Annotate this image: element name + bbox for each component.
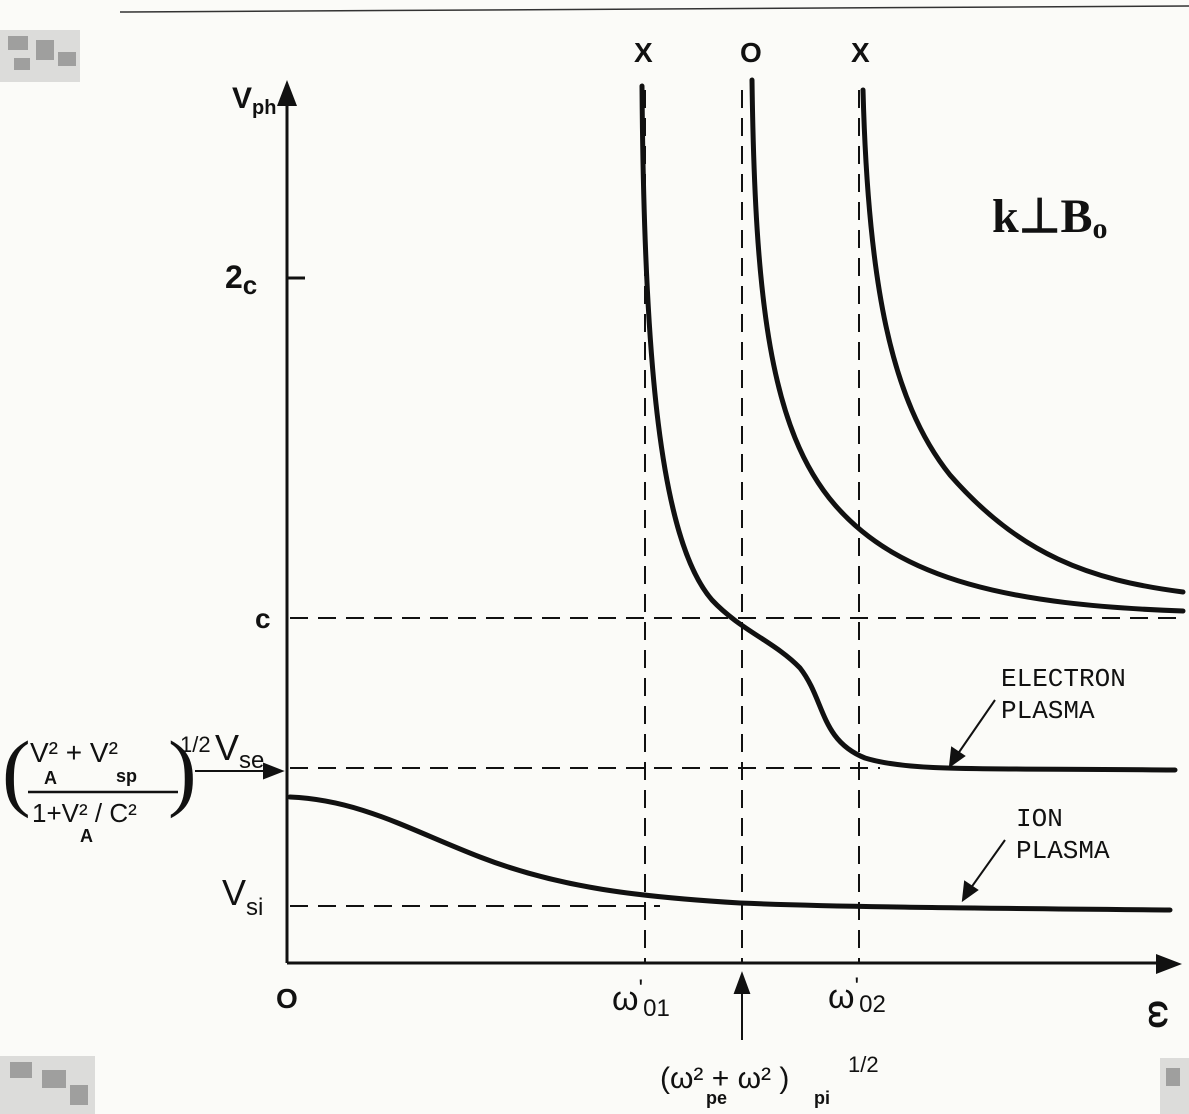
bottom-annotation: (ω² + ω² ) pe pi 1/2 (660, 1052, 879, 1108)
electron-pointer-head (948, 746, 966, 769)
y-axis-arrow (277, 80, 297, 106)
ion-pointer-head (961, 880, 979, 903)
series-x-upper (860, 87, 1186, 595)
bottom-annotation-exponent: 1/2 (848, 1052, 879, 1077)
scan-artifact-bottom-right (1160, 1058, 1189, 1114)
left-annotation-open-paren: ( (2, 723, 31, 819)
series-ion-plasma (287, 794, 1173, 913)
page-edge-top (119, 5, 1189, 13)
left-annotation-close-paren: ) (168, 723, 197, 819)
mode-label-x-lower: X (634, 37, 653, 68)
ion-label-line2: PLASMA (1016, 836, 1110, 866)
electron-label-line2: PLASMA (1001, 696, 1095, 726)
wave-geometry-label: k⊥Bo (992, 190, 1108, 245)
x-tick-w01: ω'01 (612, 975, 670, 1022)
left-annotation: ( V² + V² A sp 1+V² / C² A ) 1/2 (2, 723, 211, 846)
left-annotation-num-sub-a: A (44, 768, 57, 788)
left-annotation-pointer-head (263, 762, 285, 780)
y-tick-vse: Vse (215, 727, 264, 774)
electron-pointer (954, 699, 996, 759)
left-annotation-numerator: V² + V² (30, 737, 118, 768)
left-annotation-den-sub: A (80, 826, 93, 846)
y-tick-vsi: Vsi (222, 872, 263, 921)
bottom-annotation-pointer-head (733, 971, 751, 994)
series-x-lower (639, 83, 1178, 773)
bottom-annotation-sub-a: pe (706, 1088, 727, 1108)
mode-label-x-upper: X (851, 37, 870, 68)
pointer-arrows (195, 699, 1006, 1040)
y-tick-2c: 2c (225, 259, 257, 300)
ion-pointer (967, 839, 1006, 893)
x-tick-origin: O (276, 983, 298, 1014)
left-annotation-num-sub-b: sp (116, 766, 137, 786)
x-axis-label: ω (1141, 1000, 1179, 1029)
left-annotation-denominator: 1+V² / C² (32, 798, 137, 828)
series-o (749, 77, 1186, 614)
y-tick-c: c (255, 603, 271, 634)
mode-label-o: O (740, 37, 762, 68)
x-axis-arrow (1156, 954, 1182, 974)
electron-label-line1: ELECTRON (1001, 664, 1126, 694)
curves (287, 77, 1186, 913)
bottom-annotation-sub-b: pi (814, 1088, 830, 1108)
bottom-annotation-expression: (ω² + ω² ) (660, 1062, 789, 1095)
y-axis-label: Vph (232, 82, 276, 119)
x-tick-w02: ω'02 (828, 973, 886, 1018)
scan-artifact-bottom-left (0, 1056, 95, 1114)
left-annotation-exponent: 1/2 (180, 732, 211, 757)
ion-label-line1: ION (1016, 804, 1063, 834)
scan-artifact-top-left (0, 30, 80, 82)
